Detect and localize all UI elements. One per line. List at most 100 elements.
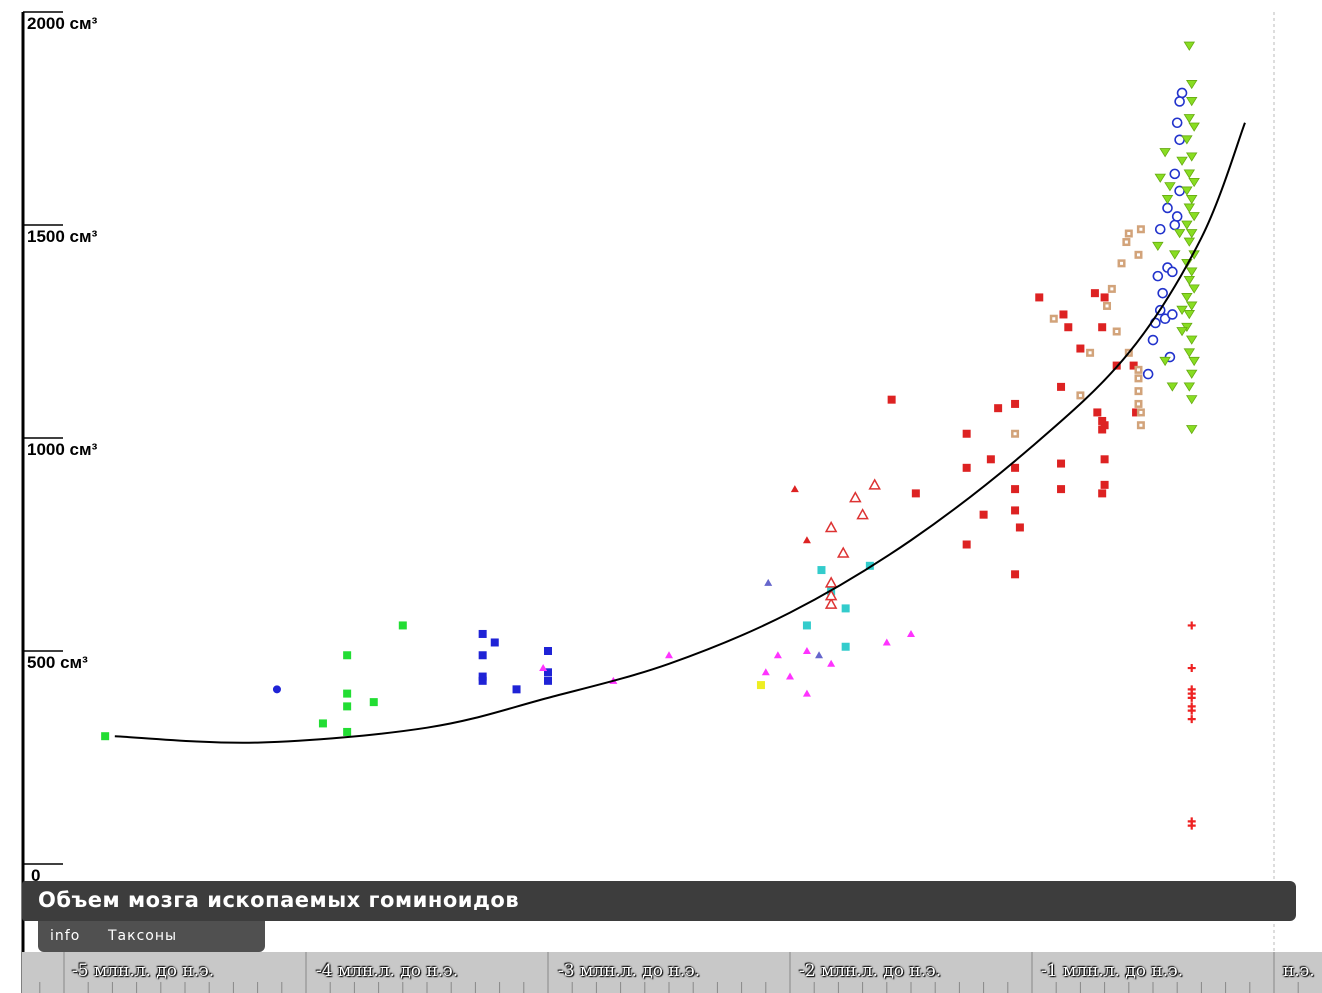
data-point[interactable]	[1171, 211, 1183, 222]
data-point[interactable]	[1188, 356, 1200, 367]
data-point[interactable]	[802, 647, 811, 654]
data-point[interactable]	[907, 629, 915, 637]
data-point[interactable]	[1059, 310, 1068, 319]
data-point[interactable]	[478, 629, 487, 638]
data-point[interactable]	[827, 659, 836, 667]
data-point[interactable]	[802, 621, 811, 630]
data-point[interactable]	[1076, 344, 1085, 353]
data-point[interactable]	[1187, 706, 1196, 715]
data-point[interactable]	[1169, 219, 1181, 231]
data-point[interactable]	[1057, 485, 1066, 494]
data-point[interactable]	[868, 478, 881, 490]
data-point[interactable]	[1181, 220, 1193, 230]
data-point[interactable]	[1098, 323, 1107, 332]
data-point[interactable]	[1185, 369, 1198, 379]
data-point[interactable]	[343, 689, 352, 698]
data-point[interactable]	[1132, 408, 1141, 417]
data-point[interactable]	[962, 463, 971, 472]
data-point[interactable]	[478, 651, 487, 660]
data-point[interactable]	[1187, 821, 1196, 830]
data-point[interactable]	[1100, 293, 1109, 302]
data-point[interactable]	[849, 491, 862, 503]
data-point[interactable]	[1183, 237, 1196, 247]
data-point[interactable]	[318, 719, 327, 728]
data-point[interactable]	[1187, 715, 1196, 724]
data-point[interactable]	[1169, 250, 1181, 260]
data-point[interactable]	[1157, 287, 1168, 299]
data-point[interactable]	[1136, 421, 1145, 430]
data-point[interactable]	[398, 621, 407, 630]
data-point[interactable]	[756, 681, 765, 690]
data-point[interactable]	[1167, 309, 1178, 320]
data-point[interactable]	[1161, 195, 1174, 205]
data-point[interactable]	[101, 732, 110, 741]
data-point[interactable]	[1103, 301, 1112, 310]
data-point[interactable]	[1124, 229, 1133, 238]
data-point[interactable]	[1136, 408, 1145, 417]
data-point[interactable]	[544, 668, 552, 677]
data-point[interactable]	[887, 395, 896, 404]
data-point[interactable]	[1173, 229, 1186, 239]
data-point[interactable]	[665, 651, 673, 659]
data-point[interactable]	[802, 536, 811, 544]
data-point[interactable]	[478, 672, 487, 681]
data-point[interactable]	[1100, 421, 1109, 430]
data-point[interactable]	[979, 510, 988, 519]
data-point[interactable]	[1176, 156, 1188, 166]
data-point[interactable]	[1185, 395, 1198, 405]
data-point[interactable]	[343, 651, 352, 660]
data-point[interactable]	[1181, 135, 1193, 145]
data-point[interactable]	[1183, 275, 1196, 286]
data-point[interactable]	[824, 589, 838, 601]
data-point[interactable]	[1049, 314, 1058, 323]
data-point[interactable]	[1107, 284, 1116, 293]
timeline-scale[interactable]: -5 млн.л. до н.э. -4 млн.л. до н.э. -3 м…	[22, 952, 1322, 993]
data-point[interactable]	[1159, 148, 1171, 158]
data-point[interactable]	[911, 489, 920, 498]
data-point[interactable]	[1183, 348, 1196, 358]
data-point[interactable]	[539, 664, 548, 672]
data-point[interactable]	[1188, 212, 1200, 222]
data-point[interactable]	[1152, 241, 1164, 252]
data-point[interactable]	[1136, 225, 1145, 234]
data-point[interactable]	[1185, 267, 1198, 277]
data-point[interactable]	[1188, 284, 1200, 294]
data-point[interactable]	[824, 520, 838, 533]
data-point[interactable]	[802, 689, 811, 697]
data-point[interactable]	[1188, 177, 1200, 188]
data-point[interactable]	[1183, 114, 1196, 124]
data-point[interactable]	[962, 540, 971, 549]
data-point[interactable]	[1183, 203, 1196, 213]
data-point[interactable]	[1169, 168, 1181, 180]
data-point[interactable]	[773, 651, 782, 659]
data-point[interactable]	[1171, 117, 1183, 129]
data-point[interactable]	[962, 429, 971, 438]
data-point[interactable]	[544, 676, 552, 685]
data-point[interactable]	[761, 668, 770, 676]
data-point[interactable]	[1100, 480, 1109, 489]
data-point[interactable]	[343, 702, 352, 711]
data-point[interactable]	[1185, 425, 1198, 435]
data-point[interactable]	[1185, 97, 1198, 107]
data-point[interactable]	[1185, 229, 1198, 239]
data-point[interactable]	[1098, 416, 1107, 425]
data-point[interactable]	[1185, 195, 1198, 205]
data-point[interactable]	[1188, 122, 1200, 132]
data-point[interactable]	[369, 698, 378, 707]
data-point[interactable]	[1093, 408, 1102, 417]
data-point[interactable]	[1100, 455, 1109, 464]
data-point[interactable]	[1181, 293, 1193, 303]
data-point[interactable]	[1098, 425, 1107, 434]
data-point[interactable]	[1187, 693, 1196, 702]
data-point[interactable]	[1154, 223, 1166, 235]
data-point[interactable]	[824, 597, 838, 609]
data-point[interactable]	[824, 576, 838, 588]
data-point[interactable]	[1015, 523, 1024, 532]
tab-taxa[interactable]: Таксоны	[108, 928, 178, 944]
data-point[interactable]	[1134, 399, 1143, 408]
data-point[interactable]	[1134, 365, 1143, 374]
data-point[interactable]	[1183, 310, 1196, 320]
data-point[interactable]	[865, 561, 874, 570]
data-point[interactable]	[786, 672, 794, 680]
data-point[interactable]	[817, 566, 826, 575]
